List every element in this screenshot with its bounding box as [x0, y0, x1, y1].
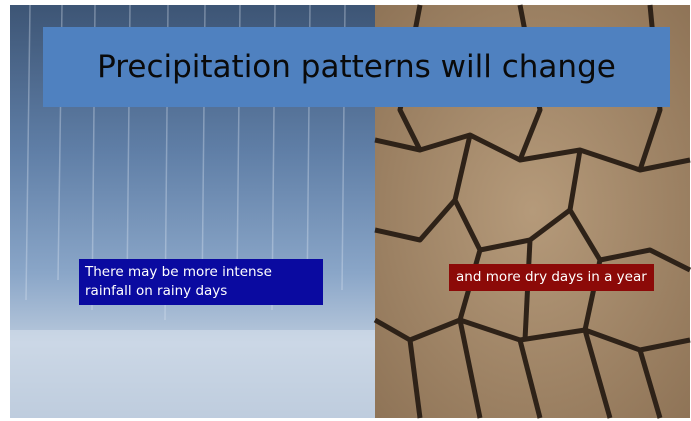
caption-left: There may be more intense rainfall on ra…	[79, 259, 323, 305]
splash-mist	[10, 330, 375, 418]
caption-right: and more dry days in a year	[449, 264, 654, 291]
title-banner: Precipitation patterns will change	[43, 27, 670, 107]
